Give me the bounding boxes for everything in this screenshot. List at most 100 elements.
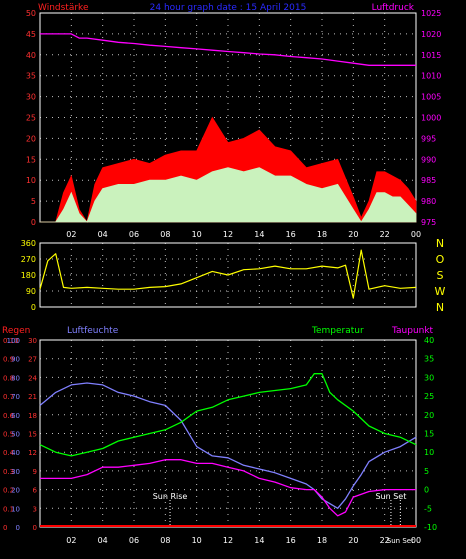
wind-x-tick-label: 16 <box>286 230 296 239</box>
humidity-x-tick-label: 12 <box>223 536 233 545</box>
humidity-x-tick-label: 22 <box>380 536 390 545</box>
inner-y-tick-label: 27 <box>28 356 37 364</box>
inner-y-tick-label: 6 <box>33 487 38 495</box>
pressure-y-tick-label: 1025 <box>421 9 441 18</box>
wind-y-tick-label: 25 <box>26 114 36 123</box>
compass-label: O <box>436 253 445 266</box>
humidity-x-tick-label: 16 <box>286 536 296 545</box>
humidity-x-tick-label: 06 <box>129 536 139 545</box>
inner-y-tick-label: 21 <box>28 393 37 401</box>
direction-y-tick-label: 360 <box>21 239 36 248</box>
wind-x-tick-label: 20 <box>348 230 358 239</box>
inner-y-tick-label: 18 <box>28 412 37 420</box>
compass-label: N <box>436 301 444 314</box>
humidity-y-tick-label: 40 <box>11 449 20 457</box>
inner-y-tick-label: 3 <box>33 505 37 513</box>
rain-y-tick-label: 0.10 <box>3 337 19 345</box>
humidity-chart-frame <box>39 339 417 528</box>
inner-y-tick-label: 0 <box>33 524 37 532</box>
temperature-y-tick-label: 30 <box>424 373 434 382</box>
inner-y-tick-label: 12 <box>28 449 37 457</box>
humidity-y-tick-label: 70 <box>11 393 20 401</box>
temperature-y-tick-label: 10 <box>424 448 434 457</box>
humidity-y-tick-label: 10 <box>11 505 20 513</box>
rain-y-tick-label: 0.1 <box>3 505 14 513</box>
wind-pressure-chart: 0510152025303540455097598098599099510001… <box>26 3 442 239</box>
pressure-y-tick-label: 1005 <box>421 93 441 102</box>
pressure-y-tick-label: 995 <box>421 134 436 143</box>
humidity-temperature-chart: 00.10.20.30.40.50.60.70.80.90.1001020304… <box>2 326 437 545</box>
dewpoint-line <box>40 459 416 517</box>
wind-x-tick-label: 18 <box>317 230 327 239</box>
humidity-y-tick-label: 50 <box>11 431 20 439</box>
wind-y-tick-label: 30 <box>26 93 36 102</box>
temperature-y-tick-label: 20 <box>424 411 434 420</box>
inner-y-tick-label: 9 <box>33 468 37 476</box>
sun-annotation-label: Sun Set <box>387 537 414 545</box>
humidity-y-tick-label: 0 <box>16 524 20 532</box>
temperature-y-tick-label: 40 <box>424 336 434 345</box>
temperature-y-tick-label: -10 <box>424 523 437 532</box>
temperature-y-tick-label: 5 <box>424 467 429 476</box>
compass-label: S <box>437 269 444 282</box>
temperature-y-tick-label: -5 <box>424 504 432 513</box>
pressure-y-tick-label: 1015 <box>421 51 441 60</box>
temperature-line <box>39 373 417 457</box>
compass-label: N <box>436 237 444 250</box>
wind-y-tick-label: 0 <box>31 218 36 227</box>
wind-direction-line <box>39 249 417 299</box>
pressure-y-tick-label: 1000 <box>421 114 441 123</box>
dewpoint-label: Taupunkt <box>391 326 434 336</box>
wind-y-tick-label: 5 <box>31 197 36 206</box>
pressure-y-tick-label: 990 <box>421 155 436 164</box>
wind-x-tick-label: 00 <box>411 230 421 239</box>
rain-y-tick-label: 0.6 <box>3 412 15 420</box>
pressure-line <box>40 33 416 66</box>
wind-y-tick-label: 15 <box>26 155 36 164</box>
inner-y-tick-label: 30 <box>28 337 37 345</box>
humidity-x-tick-label: 04 <box>98 536 108 545</box>
wind-x-tick-label: 22 <box>380 230 390 239</box>
direction-y-tick-label: 270 <box>21 255 36 264</box>
inner-y-tick-label: 15 <box>28 431 37 439</box>
wind-y-tick-label: 40 <box>26 51 36 60</box>
wind-y-tick-label: 10 <box>26 176 36 185</box>
direction-chart-frame <box>39 242 417 308</box>
pressure-axis-label: Luftdruck <box>372 3 415 13</box>
temperature-label: Temperatur <box>311 326 364 336</box>
wind-y-tick-label: 35 <box>26 72 36 81</box>
rain-y-tick-label: 0.9 <box>3 356 14 364</box>
humidity-y-tick-label: 60 <box>11 412 20 420</box>
humidity-x-tick-label: 18 <box>317 536 327 545</box>
temperature-y-tick-label: 0 <box>424 486 429 495</box>
wind-average-area <box>40 167 417 223</box>
wind-x-tick-label: 02 <box>66 230 76 239</box>
wind-y-tick-label: 45 <box>26 30 36 39</box>
rain-y-tick-label: 0.5 <box>3 431 14 439</box>
humidity-x-tick-label: 20 <box>348 536 358 545</box>
sun-annotation-label: Sun Set <box>375 492 406 501</box>
humidity-line <box>39 382 417 509</box>
wind-y-tick-label: 20 <box>26 134 36 143</box>
wind-x-tick-label: 04 <box>98 230 108 239</box>
humidity-label: Luftfeuchte <box>67 326 119 336</box>
direction-y-tick-label: 0 <box>31 303 36 312</box>
rain-y-tick-label: 0.7 <box>3 393 14 401</box>
humidity-x-tick-label: 02 <box>66 536 76 545</box>
wind-x-tick-label: 08 <box>160 230 170 239</box>
direction-y-tick-label: 90 <box>26 287 36 296</box>
temperature-y-tick-label: 35 <box>424 355 434 364</box>
sun-annotation-label: Sun Rise <box>153 492 188 501</box>
humidity-y-tick-label: 100 <box>7 337 20 345</box>
wind-x-tick-label: 06 <box>129 230 139 239</box>
inner-y-tick-label: 24 <box>28 374 37 382</box>
wind-chart-title: 24 hour graph date : 15 April 2015 <box>150 3 307 13</box>
wind-y-tick-label: 50 <box>26 9 36 18</box>
rain-label: Regen <box>2 326 30 336</box>
humidity-y-tick-label: 80 <box>11 374 20 382</box>
humidity-x-tick-label: 08 <box>160 536 170 545</box>
pressure-y-tick-label: 975 <box>421 218 436 227</box>
